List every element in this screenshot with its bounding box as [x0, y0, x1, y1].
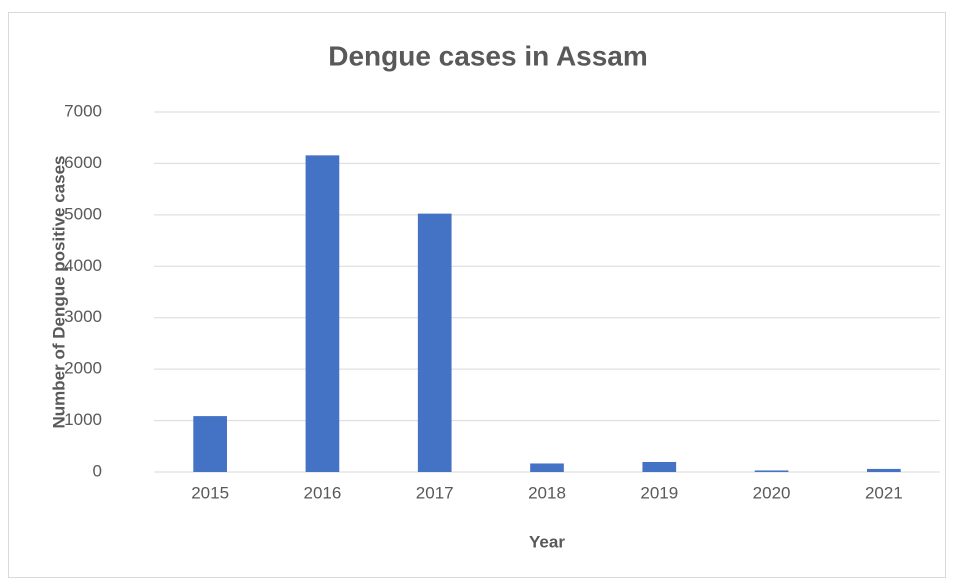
bar	[193, 416, 227, 472]
y-tick-label: 1000	[64, 410, 102, 429]
y-tick-label: 6000	[64, 153, 102, 172]
bar	[642, 461, 677, 472]
bar	[305, 155, 340, 472]
chart-frame	[8, 12, 946, 578]
y-tick-label: 3000	[64, 307, 102, 326]
y-tick-label: 5000	[64, 204, 102, 223]
bar	[867, 468, 901, 472]
y-tick-label: 7000	[64, 101, 102, 120]
y-tick-label: 4000	[64, 256, 102, 275]
chart-title: Dengue cases in Assam	[328, 40, 648, 71]
bar	[754, 470, 789, 472]
x-axis-label: Year	[529, 532, 565, 551]
x-tick-label: 2018	[528, 483, 566, 502]
y-tick-label: 2000	[64, 359, 102, 378]
y-tick-label: 0	[93, 461, 102, 480]
x-tick-label: 2015	[191, 483, 229, 502]
x-tick-label: 2016	[304, 483, 342, 502]
x-tick-label: 2021	[865, 483, 903, 502]
bar	[417, 213, 452, 472]
x-tick-label: 2017	[416, 483, 454, 502]
y-axis-label: Number of Dengue positive cases	[49, 155, 68, 428]
x-tick-label: 2019	[640, 483, 678, 502]
bar	[530, 463, 564, 472]
x-tick-label: 2020	[753, 483, 791, 502]
